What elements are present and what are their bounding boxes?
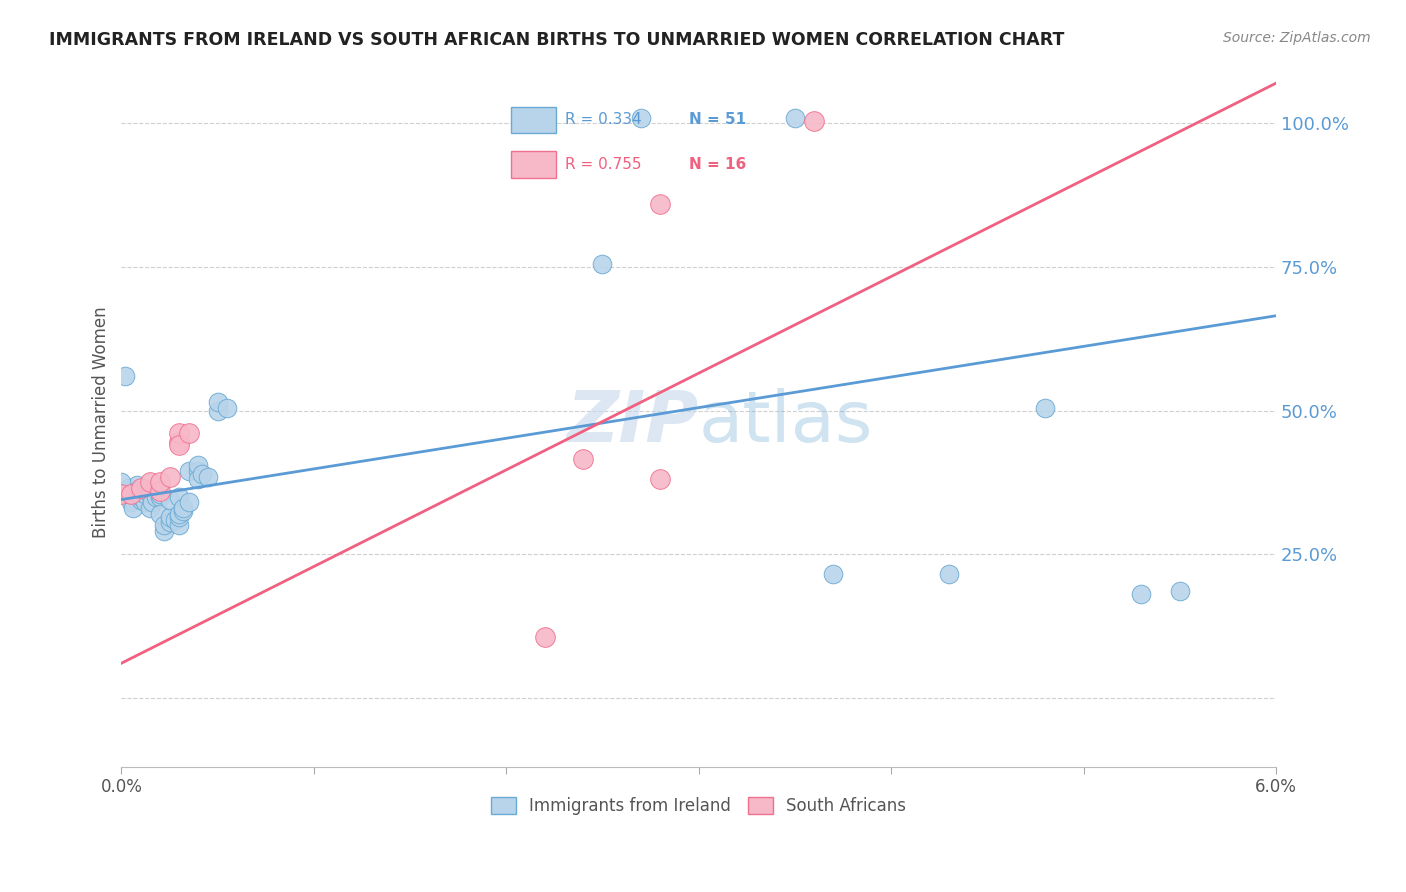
Point xyxy=(187,472,209,486)
Text: atlas: atlas xyxy=(699,387,873,457)
Point xyxy=(149,483,172,498)
Point xyxy=(650,472,672,486)
Point xyxy=(110,487,132,501)
Point xyxy=(118,481,141,495)
Point xyxy=(177,464,200,478)
Point xyxy=(823,567,845,582)
Point xyxy=(129,492,152,507)
Point xyxy=(125,483,148,498)
Point xyxy=(167,507,190,521)
Point xyxy=(207,403,229,417)
Point xyxy=(159,509,181,524)
Point xyxy=(134,495,156,509)
Point xyxy=(167,426,190,441)
Point xyxy=(177,426,200,441)
Point xyxy=(938,567,960,582)
Point xyxy=(134,487,156,501)
Point xyxy=(197,469,219,483)
Point xyxy=(167,438,190,452)
Point xyxy=(149,490,172,504)
Point xyxy=(167,518,190,533)
Point xyxy=(122,501,145,516)
Legend: Immigrants from Ireland, South Africans: Immigrants from Ireland, South Africans xyxy=(482,789,915,823)
Point xyxy=(149,475,172,490)
Point xyxy=(1033,401,1056,415)
Point xyxy=(159,492,181,507)
Point xyxy=(152,518,174,533)
Point xyxy=(187,458,209,472)
Point xyxy=(191,467,214,481)
Point xyxy=(165,513,187,527)
Point xyxy=(217,401,239,415)
Point xyxy=(1130,587,1153,601)
Y-axis label: Births to Unmarried Women: Births to Unmarried Women xyxy=(93,306,110,538)
Point xyxy=(139,487,162,501)
Point xyxy=(141,495,163,509)
Point xyxy=(145,490,167,504)
Point xyxy=(177,495,200,509)
Point xyxy=(630,111,652,125)
Point xyxy=(172,501,194,516)
Point xyxy=(167,490,190,504)
Point xyxy=(149,507,172,521)
Point xyxy=(138,483,160,498)
Point xyxy=(650,196,672,211)
Point xyxy=(533,631,555,645)
Point xyxy=(149,487,172,501)
Text: ZIP: ZIP xyxy=(567,387,699,457)
Point xyxy=(159,469,181,483)
Point xyxy=(114,369,136,384)
Point xyxy=(129,490,152,504)
Point xyxy=(187,464,209,478)
Point xyxy=(172,504,194,518)
Point xyxy=(110,487,132,501)
Point xyxy=(167,435,190,450)
Point xyxy=(129,481,152,495)
Point xyxy=(207,395,229,409)
Point xyxy=(120,487,142,501)
Point xyxy=(114,487,136,501)
Point xyxy=(120,495,142,509)
Point xyxy=(152,524,174,538)
Point xyxy=(167,509,190,524)
Point xyxy=(572,452,595,467)
Text: IMMIGRANTS FROM IRELAND VS SOUTH AFRICAN BIRTHS TO UNMARRIED WOMEN CORRELATION C: IMMIGRANTS FROM IRELAND VS SOUTH AFRICAN… xyxy=(49,31,1064,49)
Point xyxy=(139,475,162,490)
Point xyxy=(592,257,614,271)
Text: Source: ZipAtlas.com: Source: ZipAtlas.com xyxy=(1223,31,1371,45)
Point xyxy=(783,111,806,125)
Point xyxy=(139,501,162,516)
Point xyxy=(803,113,825,128)
Point xyxy=(1168,584,1191,599)
Point xyxy=(110,475,132,490)
Point xyxy=(125,478,148,492)
Point xyxy=(159,516,181,530)
